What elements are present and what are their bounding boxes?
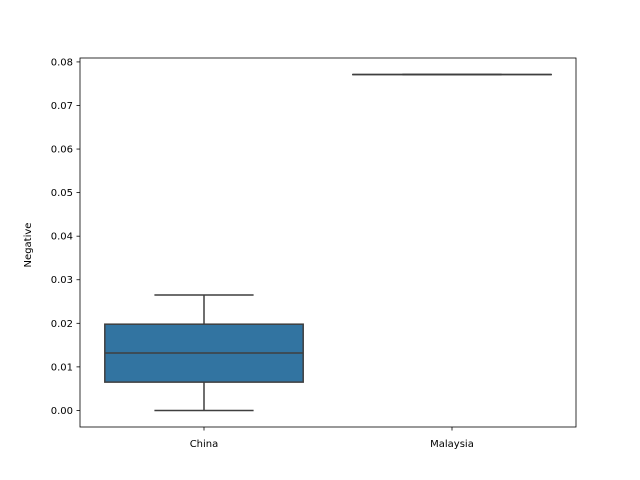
y-tick-label: 0.00 — [51, 406, 73, 417]
y-tick-label: 0.01 — [51, 362, 73, 373]
plot-area — [104, 73, 552, 412]
y-axis-label: Negative — [23, 223, 34, 268]
y-tick-label: 0.08 — [51, 57, 73, 68]
y-tick-label: 0.02 — [51, 319, 73, 330]
axes: 0.00 0.01 0.02 0.03 0.04 0.05 0.06 0.07 0.08 Chin… — [51, 57, 577, 450]
plot-frame — [79, 57, 577, 428]
x-tick-label: Malaysia — [430, 439, 474, 450]
y-tick-label: 0.04 — [51, 232, 73, 243]
x-tick-label: China — [190, 439, 219, 450]
y-tick-label: 0.06 — [51, 145, 73, 156]
y-tick-label: 0.07 — [51, 101, 73, 112]
y-tick-label: 0.03 — [51, 275, 73, 286]
y-tick-label: 0.05 — [51, 188, 73, 199]
